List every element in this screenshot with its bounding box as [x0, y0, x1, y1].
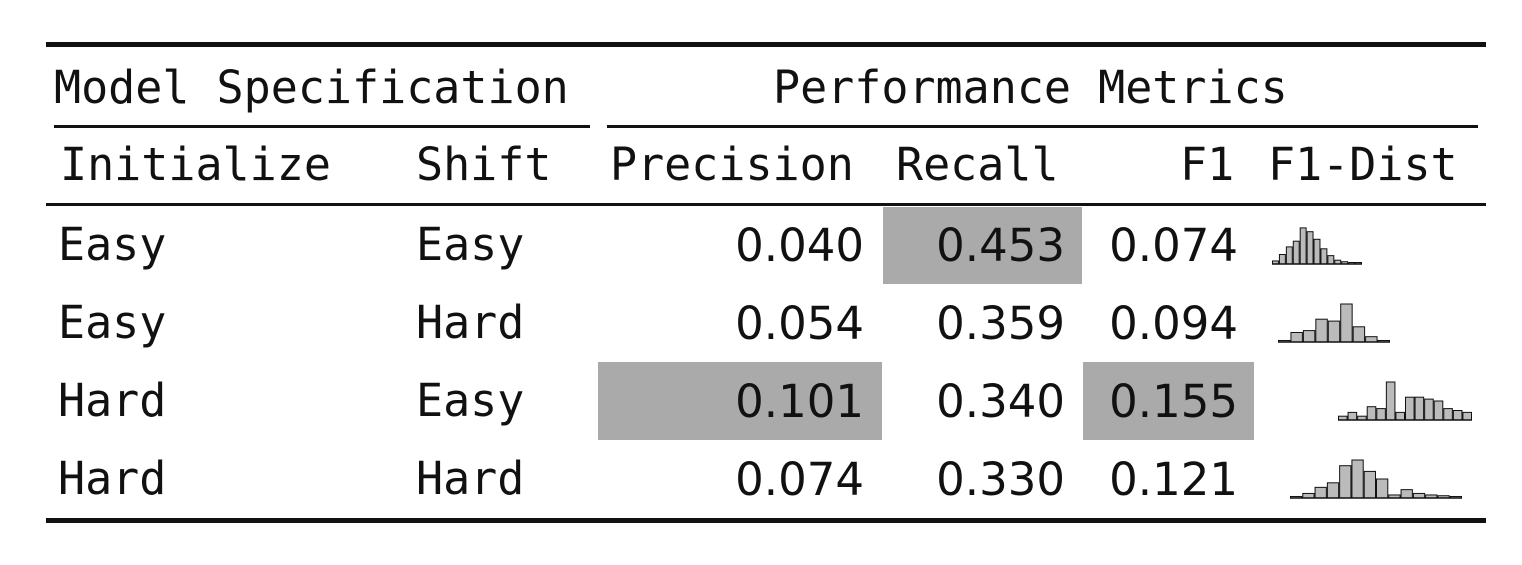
cell-f1: 0.094	[1109, 297, 1238, 350]
histogram-bar	[1414, 396, 1425, 421]
cell-recall: 0.330	[936, 453, 1065, 506]
cell-initialize: Hard	[58, 452, 167, 505]
histogram-bar	[1292, 240, 1300, 265]
highlight-row3-precision	[598, 362, 882, 440]
cell-shift: Easy	[416, 218, 525, 271]
cell-recall: 0.453	[936, 219, 1065, 272]
top-rule	[46, 42, 1486, 47]
histogram-bar	[1443, 408, 1453, 421]
cell-precision: 0.040	[735, 219, 864, 272]
f1-dist-histogram	[1272, 227, 1362, 265]
histogram-bar	[1452, 410, 1463, 421]
histogram-bar	[1285, 246, 1293, 265]
histogram-bar	[1327, 255, 1335, 265]
cell-recall: 0.359	[936, 297, 1065, 350]
histogram-bar	[1278, 254, 1286, 265]
column-header-recall: Recall	[896, 138, 1059, 191]
histogram-bar	[1320, 248, 1328, 265]
group-header-model-specification: Model Specification	[54, 61, 569, 114]
histogram-bar	[1347, 411, 1358, 421]
histogram-bar	[1462, 411, 1472, 421]
histogram-bar	[1339, 465, 1352, 499]
histogram-bar	[1351, 459, 1364, 499]
highlight-row3-f1	[1083, 362, 1254, 440]
histogram-bar	[1326, 482, 1340, 499]
histogram-bar	[1400, 489, 1413, 499]
histogram-bar	[1299, 227, 1307, 265]
histogram-bar	[1302, 330, 1316, 343]
cell-recall: 0.340	[936, 375, 1065, 428]
histogram-bar	[1366, 406, 1377, 421]
f1-dist-histogram	[1338, 381, 1472, 421]
bottom-rule	[46, 518, 1486, 523]
cell-initialize: Hard	[58, 374, 167, 427]
column-header-f1-dist: F1-Dist	[1268, 138, 1458, 191]
histogram-bar	[1313, 238, 1321, 265]
cell-precision: 0.101	[735, 375, 864, 428]
cell-shift: Hard	[416, 452, 525, 505]
cell-f1: 0.074	[1109, 219, 1238, 272]
column-header-shift: Shift	[416, 138, 552, 191]
histogram-bar	[1405, 396, 1415, 421]
cell-precision: 0.074	[735, 453, 864, 506]
histogram-bar	[1327, 320, 1341, 343]
cell-initialize: Easy	[58, 218, 167, 271]
cell-f1: 0.121	[1109, 453, 1238, 506]
histogram-bar	[1433, 400, 1444, 421]
cell-shift: Easy	[416, 374, 525, 427]
histogram-bar	[1365, 336, 1378, 343]
cell-shift: Hard	[416, 296, 525, 349]
histogram-bar	[1314, 486, 1327, 499]
histogram-bar	[1306, 231, 1314, 265]
histogram-bar	[1290, 332, 1303, 343]
header-rule	[46, 203, 1486, 206]
group-rule-performance-metrics	[607, 125, 1478, 128]
cell-f1: 0.155	[1109, 375, 1238, 428]
group-header-performance-metrics: Performance Metrics	[773, 61, 1288, 114]
histogram-bar	[1376, 478, 1389, 499]
column-header-precision: Precision	[610, 138, 854, 191]
histogram-bar	[1395, 411, 1405, 421]
histogram-bar	[1352, 326, 1366, 343]
histogram-bar	[1315, 318, 1328, 343]
cell-initialize: Easy	[58, 296, 167, 349]
histogram-bar	[1363, 470, 1376, 499]
histogram-bar	[1424, 398, 1434, 421]
histogram-bar	[1340, 303, 1353, 343]
histogram-bar	[1376, 408, 1386, 421]
cell-precision: 0.054	[735, 297, 864, 350]
column-header-initialize: Initialize	[60, 138, 331, 191]
group-rule-model-specification	[54, 125, 590, 128]
f1-dist-histogram	[1290, 459, 1462, 499]
histogram-bar	[1385, 381, 1396, 421]
f1-dist-histogram	[1278, 303, 1390, 343]
column-header-f1: F1	[1180, 138, 1235, 191]
highlight-row1-recall	[883, 207, 1082, 284]
